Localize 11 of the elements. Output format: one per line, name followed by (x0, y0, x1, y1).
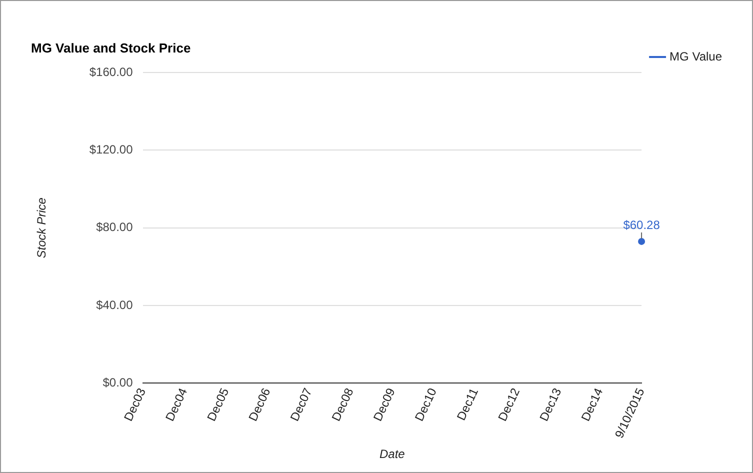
y-tick-label: $160.00 (89, 64, 134, 79)
y-tick-label: $0.00 (102, 375, 134, 390)
y-axis-title: Stock Price (34, 197, 49, 258)
y-tick-label: $80.00 (96, 220, 134, 234)
legend-label: MG Value (670, 49, 722, 64)
y-tick-label: $120.00 (89, 142, 134, 157)
chart-title: MG Value and Stock Price (31, 40, 191, 56)
annotation: $60.28 (623, 218, 660, 232)
y-tick-label: $40.00 (96, 298, 134, 312)
x-tick-label: Dec07 (287, 386, 315, 424)
x-axis-title: Date (379, 447, 406, 462)
